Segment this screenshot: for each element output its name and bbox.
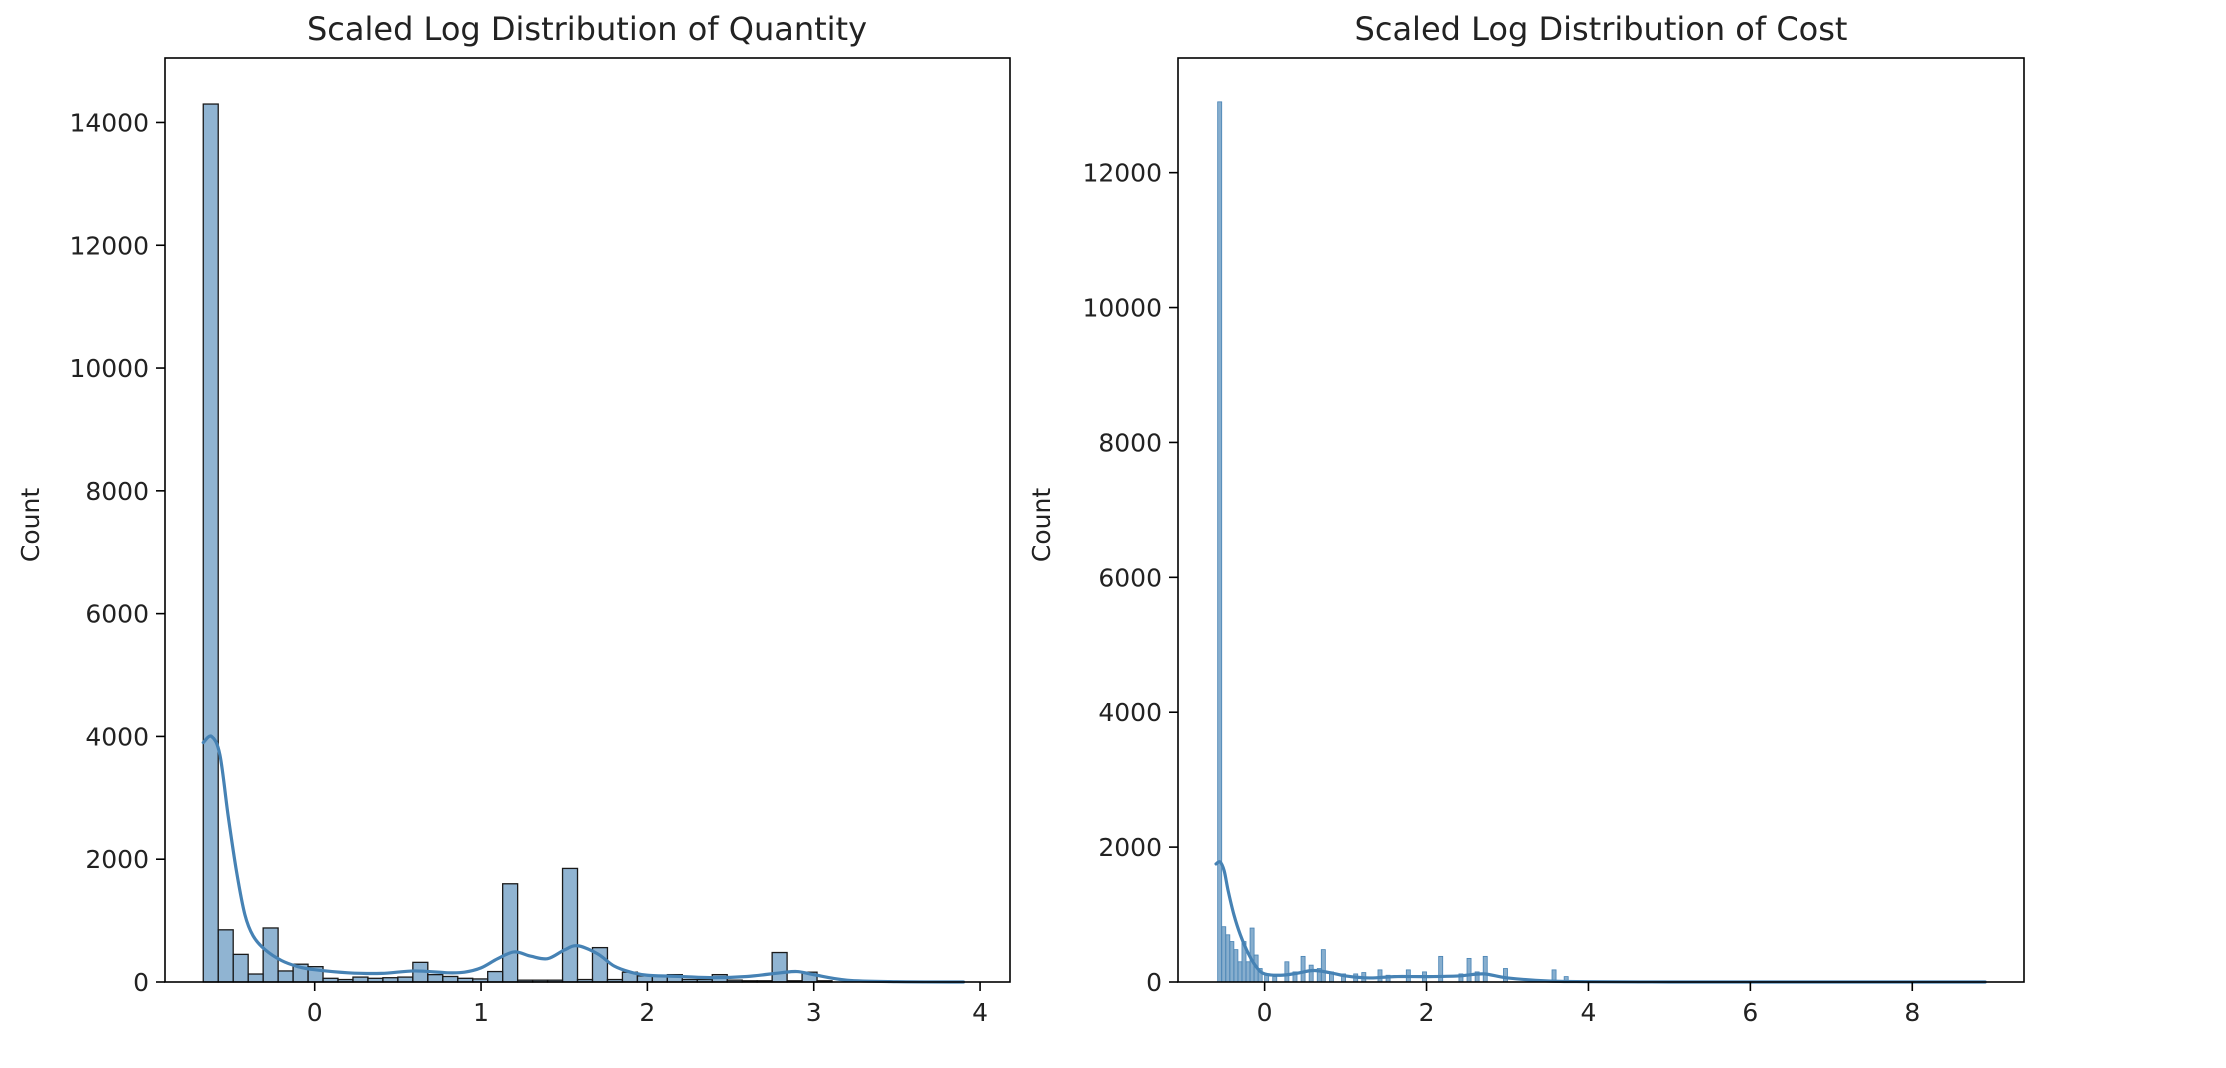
histogram-bar [247, 973, 264, 983]
y-tick-label: 12000 [1082, 159, 1162, 188]
histogram-bar [277, 970, 294, 983]
x-tick-label: 8 [1904, 998, 1920, 1027]
histogram-bar [502, 883, 519, 983]
x-tick-label: 3 [806, 998, 822, 1027]
y-tick-label: 0 [1146, 968, 1162, 997]
histogram-bar [1221, 926, 1227, 983]
histogram-bar [1284, 961, 1290, 983]
x-ticks: 0 2 4 6 8 [1257, 982, 1920, 1027]
y-tick-label: 10000 [69, 354, 149, 383]
x-tick-label: 0 [1257, 998, 1273, 1027]
y-tick-label: 2000 [1098, 833, 1162, 862]
histogram-bar [1308, 964, 1314, 983]
y-tick-label: 14000 [69, 108, 149, 137]
histogram-bar [217, 929, 234, 983]
y-ticks: 0 2000 4000 6000 8000 10000 12000 [1082, 159, 1178, 997]
histogram-bar [1438, 955, 1444, 983]
chart-cost: Scaled Log Distribution of Cost Count 0 2… [1027, 10, 2025, 1027]
histogram-bar [561, 867, 579, 983]
y-tick-label: 12000 [69, 231, 149, 260]
histogram-bar [1233, 949, 1239, 983]
histogram-bar [1482, 955, 1488, 983]
y-tick-label: 4000 [1098, 698, 1162, 727]
y-tick-label: 6000 [1098, 563, 1162, 592]
kde-line [1214, 860, 1987, 984]
histogram-bar [1225, 934, 1231, 983]
kde-group [201, 734, 966, 984]
histogram-bar [232, 953, 249, 983]
y-axis-label: Count [16, 488, 45, 562]
chart-quantity: Scaled Log Distribution of Quantity Coun… [16, 10, 1011, 1027]
histogram-bar [1217, 101, 1223, 983]
histogram-bar [487, 970, 504, 983]
histogram-bar [1466, 957, 1472, 983]
x-tick-label: 4 [1580, 998, 1596, 1027]
y-axis-label: Count [1027, 488, 1056, 562]
plot-frame [164, 57, 1011, 983]
histogram-bar [1245, 961, 1251, 983]
y-tick-label: 8000 [85, 477, 149, 506]
histogram-bar [1272, 976, 1278, 983]
x-tick-label: 6 [1742, 998, 1758, 1027]
y-tick-label: 10000 [1082, 294, 1162, 323]
histogram-bar [1300, 955, 1306, 983]
histogram-bar [1229, 941, 1235, 983]
x-tick-label: 0 [307, 998, 323, 1027]
histogram-bar [1503, 968, 1508, 983]
bar-group [202, 103, 833, 983]
plot-frame [1177, 57, 2025, 983]
bar-group [1217, 101, 1569, 983]
y-tick-label: 6000 [85, 600, 149, 629]
x-ticks: 0 1 2 3 4 [307, 982, 988, 1027]
histogram-bar [442, 975, 459, 983]
x-tick-label: 4 [972, 998, 988, 1027]
kde-group [1214, 860, 1987, 984]
histogram-bar [427, 973, 444, 983]
y-ticks: 0 2000 4000 6000 8000 10000 12000 14000 [69, 108, 165, 997]
x-tick-label: 2 [639, 998, 655, 1027]
x-tick-label: 1 [473, 998, 489, 1027]
y-tick-label: 8000 [1098, 428, 1162, 457]
histogram-bar [1320, 949, 1326, 983]
y-tick-label: 2000 [85, 845, 149, 874]
histogram-bar [1237, 961, 1243, 983]
histogram-bar [202, 103, 219, 983]
x-tick-label: 2 [1419, 998, 1435, 1027]
y-tick-label: 0 [133, 968, 149, 997]
chart-title: Scaled Log Distribution of Quantity [307, 10, 867, 48]
chart-title: Scaled Log Distribution of Cost [1355, 10, 1848, 48]
kde-line [201, 734, 966, 984]
y-tick-label: 4000 [85, 722, 149, 751]
histogram-bar [771, 951, 788, 983]
